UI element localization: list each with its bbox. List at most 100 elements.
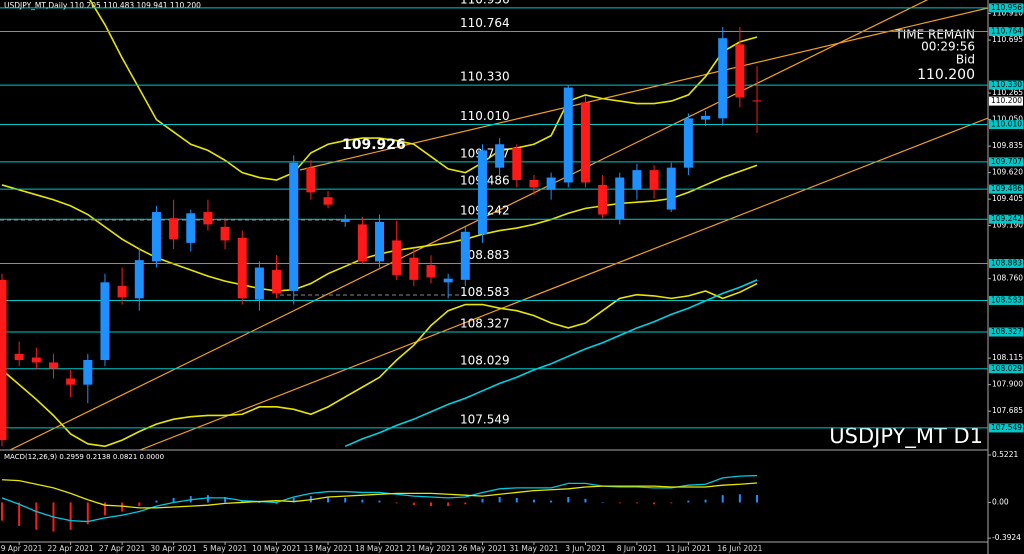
macd-bar (103, 502, 106, 516)
level-box-label: 108.029 (991, 364, 1022, 373)
macd-bar (704, 499, 707, 503)
y-tick-label: 107.685 (992, 406, 1023, 415)
level-box-label: 110.010 (991, 120, 1022, 129)
price-pane: 110.956110.764110.330110.010109.707109.4… (0, 0, 988, 448)
bid-box-label: 110.200 (991, 96, 1022, 105)
candle-body (375, 221, 385, 262)
level-label: 110.010 (460, 109, 510, 123)
candle-body (392, 240, 402, 275)
level-box (989, 364, 1023, 374)
candle-body (409, 257, 419, 280)
level-box (989, 214, 1023, 224)
indicator-line (1, 282, 758, 448)
macd-bar (550, 500, 553, 503)
macd-bar (206, 495, 209, 503)
level-box (989, 184, 1023, 194)
candle-body (323, 197, 333, 205)
candle-body (426, 265, 436, 278)
candle-body (151, 212, 161, 262)
macd-bar (532, 499, 535, 503)
y-tick-label: 109.620 (992, 168, 1023, 177)
macd-bar (155, 500, 158, 503)
level-box (989, 327, 1023, 337)
macd-bar (567, 497, 570, 503)
candle-body (100, 282, 110, 360)
y-tick-label: 110.265 (992, 88, 1023, 97)
macd-bar (292, 497, 295, 503)
level-box (989, 27, 1023, 37)
level-label: 108.583 (460, 285, 510, 299)
macd-bar (481, 498, 484, 503)
indicator-line (344, 279, 758, 448)
candle-body (31, 357, 41, 363)
macd-bar (738, 494, 741, 503)
macd-bar (653, 502, 656, 505)
candle-body (495, 144, 505, 168)
macd-bar (69, 502, 72, 530)
trend-line (299, 7, 988, 171)
y-tick-label: 110.910 (992, 9, 1023, 18)
candle-body (718, 38, 728, 119)
x-tick-label: 19 Apr 2021 (0, 544, 43, 553)
level-box-label: 108.583 (991, 295, 1022, 304)
candle-body (598, 184, 608, 215)
candle-body (0, 279, 7, 441)
macd-bar (378, 500, 381, 503)
level-label: 110.330 (460, 70, 510, 84)
level-label: 108.327 (460, 317, 510, 331)
macd-bar (756, 494, 759, 503)
x-tick-label: 16 Jun 2021 (717, 544, 762, 553)
macd-bar (18, 502, 21, 527)
trend-lines (0, 0, 988, 450)
timer-label: TIME REMAIN (894, 28, 975, 42)
x-tick-label: 10 May 2021 (252, 544, 301, 553)
candle-body (14, 353, 24, 360)
macd-bar (618, 502, 621, 504)
macd-bar (447, 502, 450, 507)
macd-bar (86, 502, 89, 525)
macd-bar (258, 502, 261, 503)
x-tick-label: 8 Jun 2021 (617, 544, 658, 553)
level-box (989, 295, 1023, 305)
macd-tick-label: -0.3924 (992, 533, 1021, 542)
x-tick-label: 21 May 2021 (407, 544, 456, 553)
macd-bar (498, 497, 501, 503)
macd-bar (687, 500, 690, 503)
candle-body (134, 260, 144, 299)
x-tick-label: 18 May 2021 (355, 544, 404, 553)
candle-body (632, 170, 642, 190)
candle-body (169, 218, 179, 240)
macd-bar (601, 502, 604, 503)
x-tick-label: 13 May 2021 (304, 544, 353, 553)
macd-bar (361, 499, 364, 503)
candle-body (48, 362, 58, 369)
macd-tick-label: 0.00 (992, 497, 1009, 506)
candle-body (563, 87, 573, 183)
level-box-label: 109.707 (991, 157, 1022, 166)
y-tick-label: 109.405 (992, 194, 1023, 203)
macd-bar (224, 497, 227, 503)
macd-bar (121, 502, 124, 512)
level-label: 110.764 (460, 16, 510, 30)
candle-body (666, 167, 676, 210)
macd-bar (635, 502, 638, 504)
macd-bar (241, 500, 244, 503)
candle-body (529, 180, 539, 188)
macd-bar (1, 502, 3, 521)
candle-body (289, 162, 299, 291)
level-label: 110.956 (460, 0, 510, 6)
level-box-label: 108.883 (991, 258, 1022, 267)
candle-body (443, 278, 453, 283)
candle-body (649, 170, 659, 190)
level-box-label: 109.486 (991, 184, 1022, 193)
candle-body (186, 213, 196, 243)
macd-bar (721, 495, 724, 503)
y-tick-label: 109.835 (992, 141, 1023, 150)
macd-main-line (1, 474, 758, 523)
level-box (989, 120, 1023, 130)
bid-box (989, 96, 1023, 106)
macd-bar (344, 497, 347, 503)
